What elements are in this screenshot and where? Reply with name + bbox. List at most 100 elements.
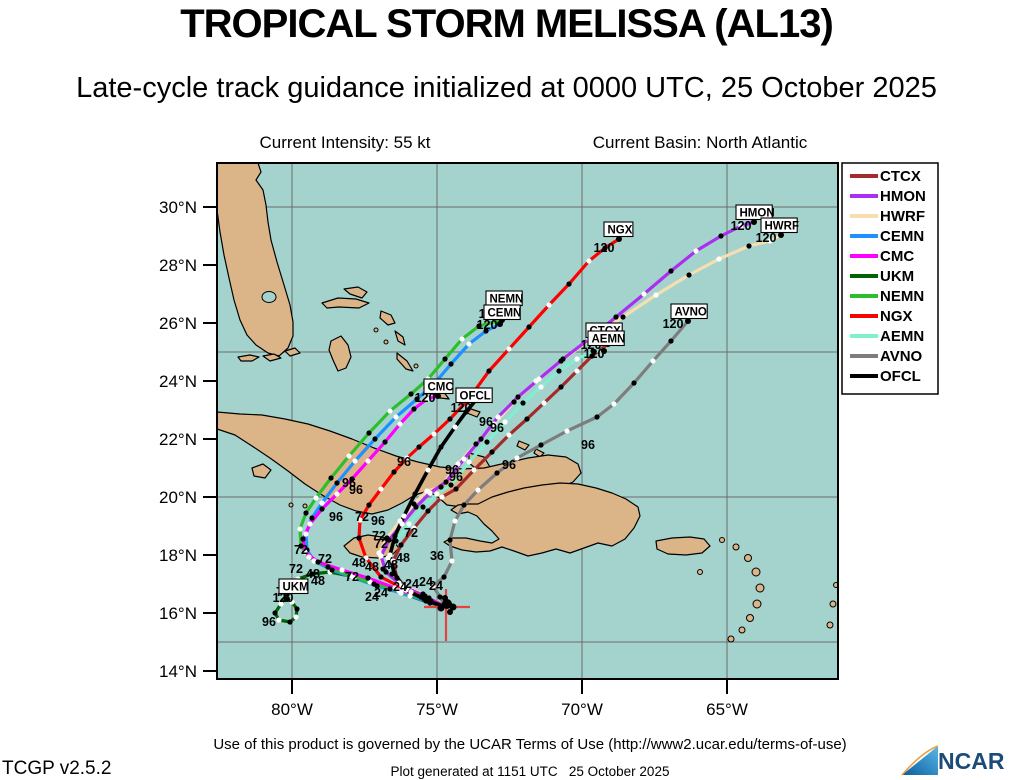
track-UKM-marker [387, 586, 393, 592]
track-AVNO-marker [461, 502, 467, 508]
track-UKM-marker [293, 614, 299, 620]
forecast-hour-label: 72 [372, 529, 386, 543]
track-HMON-marker [693, 248, 699, 254]
model-label-NGX: NGX [608, 225, 633, 237]
track-HMON-marker [383, 569, 389, 575]
forecast-hour-label: 48 [311, 574, 325, 588]
model-label-AEMN: AEMN [592, 334, 626, 346]
forecast-hour-label: 48 [396, 551, 410, 565]
track-NEMN-marker [348, 573, 354, 579]
track-AEMN-marker [574, 356, 580, 362]
track-CTCX-marker [398, 542, 404, 548]
track-CTCX-marker [390, 558, 396, 564]
track-NGX-marker [357, 517, 363, 523]
track-HMON-marker [443, 479, 449, 485]
track-UKM-marker [294, 606, 300, 612]
track-NGX-marker [431, 431, 437, 437]
track-AEMN-marker [393, 538, 399, 544]
lat-tick-label: 16°N [159, 604, 197, 623]
land-isle_of_youth [251, 463, 272, 479]
track-AVNO-marker [538, 442, 544, 448]
track-NGX-endpoint [616, 236, 622, 242]
track-AVNO-marker [430, 583, 436, 589]
track-AVNO-marker [437, 594, 443, 600]
forecast-hour-label: 72 [289, 562, 303, 576]
track-NEMN-marker [328, 475, 334, 481]
forecast-hour-label: 120 [594, 241, 615, 255]
land-long_island [396, 352, 414, 372]
land-andros [328, 335, 352, 372]
track-NEMN-marker [387, 408, 393, 414]
track-NEMN-marker [396, 588, 402, 594]
track-CEMN-marker [311, 558, 317, 564]
track-CMC-marker [300, 536, 306, 542]
model-label-box-CMC [423, 378, 454, 395]
initial-position-dot [442, 599, 452, 609]
islet [383, 339, 389, 345]
islet [746, 614, 754, 622]
islet [732, 543, 740, 551]
track-CTCX-marker [425, 508, 431, 514]
track-NGX-marker [391, 469, 397, 475]
track-CTCX-marker [506, 432, 512, 438]
model-label-box-AEMN [587, 330, 625, 347]
version-label: TCGP v2.5.2 [2, 758, 112, 779]
track-AVNO-marker [494, 470, 500, 476]
track-OFCL-marker [392, 533, 398, 539]
track-AVNO-marker [452, 518, 458, 524]
track-CEMN-marker [309, 515, 315, 521]
track-HWRF-marker [620, 314, 626, 320]
track-AVNO-marker [449, 558, 455, 564]
forecast-hour-label: 96 [262, 615, 276, 629]
track-AVNO-marker [594, 414, 600, 420]
forecast-hour-label: 96 [342, 476, 356, 490]
forecast-hour-label: 96 [445, 463, 459, 477]
track-HMON-marker [413, 504, 419, 510]
model-label-box-UKM [278, 578, 309, 595]
track-AVNO-marker [650, 358, 656, 364]
track-NGX-marker [486, 368, 492, 374]
track-HMON-endpoint [751, 219, 757, 225]
track-CTCX-marker [453, 486, 459, 492]
model-label-HWRF: HWRF [765, 221, 800, 233]
land-abaco [343, 286, 368, 299]
islet [738, 626, 746, 634]
legend-label-NGX: NGX [880, 308, 913, 325]
legend-label-CMC: CMC [880, 248, 914, 265]
track-AVNO-marker [475, 487, 481, 493]
track-NEMN-marker [366, 430, 372, 436]
plot-generated-text: Plot generated at 1151 UTC 25 October 20… [390, 764, 670, 779]
track-HWRF-marker [491, 421, 497, 427]
ncar-logo: NCAR [898, 744, 1010, 778]
islet [302, 503, 308, 509]
track-HMON-marker [461, 456, 467, 462]
forecast-hour-label: 24 [405, 577, 419, 591]
model-label-HMON: HMON [740, 208, 775, 220]
track-OFCL-marker [412, 491, 418, 497]
forecast-hour-label: 48 [352, 556, 366, 570]
current-intensity-label: Current Intensity: 55 kt [259, 133, 431, 152]
initial-position-dot [447, 609, 453, 615]
track-HWRF-marker [438, 484, 444, 490]
forecast-hour-label: 120 [451, 401, 472, 415]
land-puerto_rico [655, 536, 711, 556]
track-AEMN-marker [556, 368, 562, 374]
track-OFCL-marker [452, 424, 458, 430]
legend-label-UKM: UKM [880, 268, 914, 285]
track-AVNO-marker [611, 401, 617, 407]
track-CEMN-marker [414, 396, 420, 402]
track-HMON-marker [560, 356, 566, 362]
track-HMON-marker [478, 436, 484, 442]
islet [719, 537, 725, 543]
lat-tick-label: 22°N [159, 430, 197, 449]
track-NGX-marker [378, 486, 384, 492]
track-CEMN-marker [466, 341, 472, 347]
track-OFCL-marker [438, 444, 444, 450]
model-label-OFCL: OFCL [460, 391, 491, 403]
track-CMC-marker [418, 594, 424, 600]
track-NEMN-marker [303, 510, 309, 516]
forecast-hour-label: 96 [581, 438, 595, 452]
lat-tick-label: 30°N [159, 198, 197, 217]
track-NEMN-marker [297, 526, 303, 532]
track-CMC-marker [302, 549, 308, 555]
